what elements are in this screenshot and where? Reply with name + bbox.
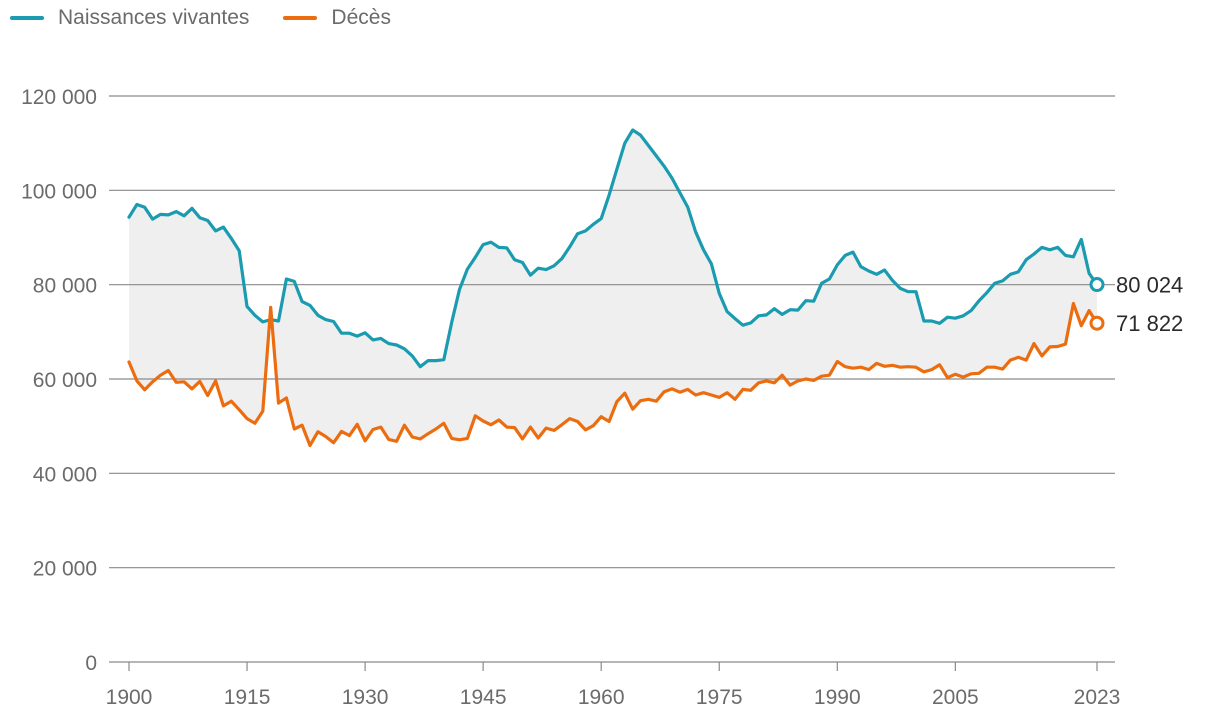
x-tick-label: 1900 <box>106 686 153 709</box>
x-tick-label: 1975 <box>696 686 743 709</box>
y-tick-label: 120 000 <box>21 86 97 109</box>
x-tick-label: 2023 <box>1074 686 1121 709</box>
x-tick-label: 2005 <box>932 686 979 709</box>
y-tick-label: 0 <box>85 652 97 675</box>
series-layer <box>127 128 1099 448</box>
y-tick-label: 40 000 <box>33 463 97 486</box>
end-marker-layer: 80 024 71 822 <box>1089 273 1183 336</box>
legend-item-births[interactable]: Naissances vivantes <box>10 6 249 30</box>
x-tick-label: 1945 <box>460 686 507 709</box>
series-line-births <box>127 128 1099 369</box>
series-line-deaths <box>127 301 1099 448</box>
x-tick-label: 1990 <box>814 686 861 709</box>
y-tick-label: 20 000 <box>33 558 97 581</box>
legend-item-deaths[interactable]: Décès <box>283 6 391 30</box>
chart-legend: Naissances vivantes Décès <box>10 4 425 32</box>
legend-swatch-births <box>10 16 44 20</box>
legend-swatch-deaths <box>283 16 318 20</box>
end-marker-births[interactable] <box>1089 277 1105 293</box>
y-tick-label: 60 000 <box>33 369 97 392</box>
legend-label-births: Naissances vivantes <box>58 6 250 29</box>
end-marker-deaths[interactable] <box>1089 315 1105 331</box>
x-axis: 1900 1915 1930 1945 1960 1975 1990 2005 2023 <box>106 662 1121 709</box>
x-tick-label: 1930 <box>342 686 389 709</box>
x-tick-label: 1960 <box>578 686 625 709</box>
y-tick-label: 100 000 <box>21 180 97 203</box>
end-value-label-births: 80 024 <box>1116 273 1183 298</box>
legend-label-deaths: Décès <box>331 6 391 29</box>
end-value-label-deaths: 71 822 <box>1116 311 1183 336</box>
x-tick-label: 1915 <box>224 686 271 709</box>
y-tick-label: 80 000 <box>33 275 97 298</box>
